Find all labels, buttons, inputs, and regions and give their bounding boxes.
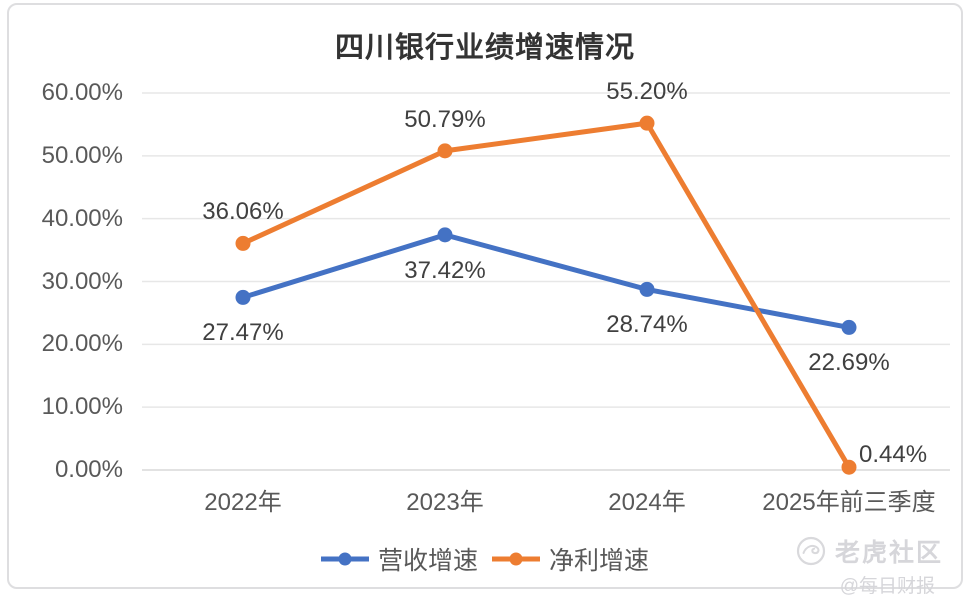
series-0-line: [240, 232, 852, 330]
data-label: 50.79%: [404, 105, 486, 133]
y-axis-tick: 50.00%: [41, 141, 123, 169]
y-axis-tick: 20.00%: [41, 330, 123, 358]
watermark-handle-label: @每日财报: [839, 576, 935, 597]
line-chart-plot: [142, 92, 950, 475]
tiger-logo-icon: [796, 536, 826, 566]
y-axis-tick: 30.00%: [41, 267, 123, 295]
series-0-point: [235, 289, 251, 305]
series-1-line: [240, 120, 852, 470]
legend-item-0: 营收增速: [320, 541, 478, 577]
watermark-community-row: 老虎社区: [796, 533, 943, 569]
data-label: 36.06%: [202, 198, 284, 226]
data-label: 22.69%: [808, 349, 890, 377]
series-0-point: [841, 319, 857, 335]
chart-card: 四川银行业绩增速情况 0.00% 10.00% 20.00% 30.00% 40.00%…: [7, 3, 963, 597]
y-axis-tick: 0.00%: [54, 456, 123, 483]
legend-marker-icon: [492, 552, 540, 566]
series-1-point: [841, 459, 857, 475]
x-axis-label: 2023年: [406, 489, 484, 516]
watermark-community-label: 老虎社区: [834, 539, 943, 567]
series-1-point: [639, 115, 655, 131]
y-axis-tick: 60.00%: [41, 79, 123, 106]
data-label: 55.20%: [606, 78, 688, 106]
series-1-point: [235, 235, 251, 251]
y-axis-tick: 40.00%: [41, 204, 123, 232]
series-0-point: [437, 227, 453, 243]
x-axis-label: 2024年: [608, 489, 686, 516]
legend-label: 净利增速: [549, 547, 650, 575]
watermark: 老虎社区 @每日财报: [796, 533, 943, 598]
data-label: 0.44%: [859, 441, 928, 469]
legend-label: 营收增速: [377, 547, 478, 575]
legend: 营收增速 净利增速: [9, 541, 961, 577]
legend-item-1: 净利增速: [492, 541, 649, 577]
data-label: 37.42%: [404, 256, 486, 284]
x-axis-label: 2022年: [204, 489, 282, 516]
chart-title: 四川银行业绩增速情况: [334, 32, 635, 64]
legend-marker-icon: [320, 552, 369, 566]
series-0-point: [639, 281, 655, 297]
x-axis-label: 2025年前三季度: [762, 489, 936, 516]
y-axis-tick: 10.00%: [41, 393, 123, 421]
series-1-point: [437, 143, 453, 159]
data-label: 28.74%: [606, 311, 688, 339]
data-label: 27.47%: [202, 319, 284, 347]
